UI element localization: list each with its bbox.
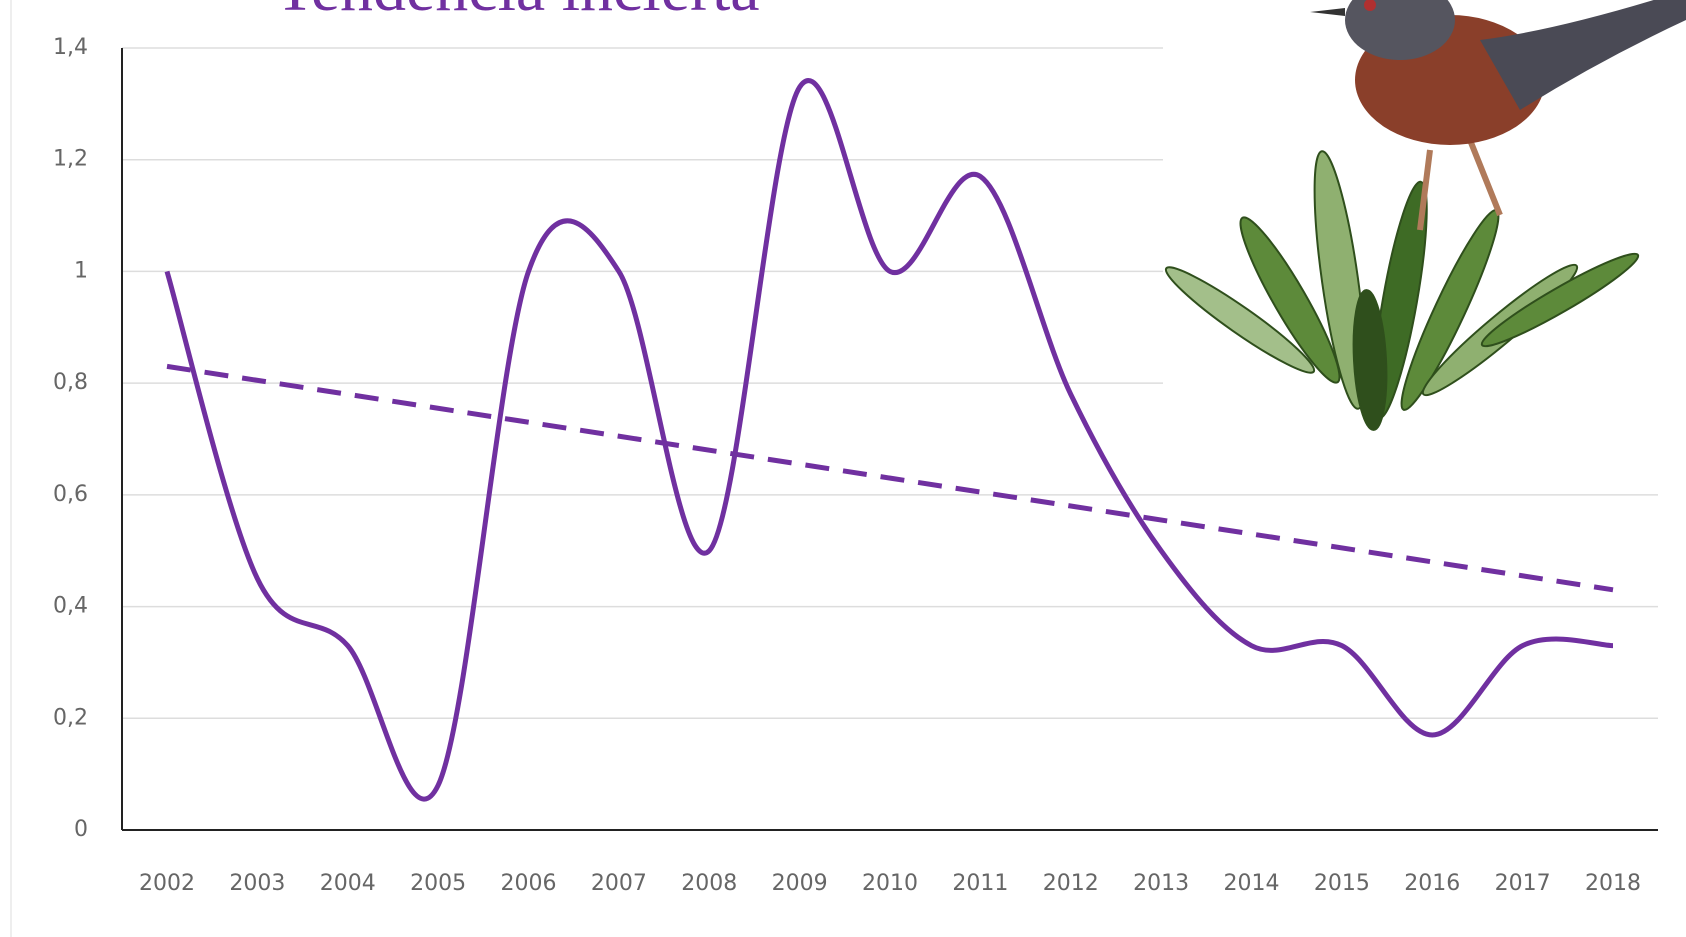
x-tick-label: 2012 bbox=[1043, 871, 1099, 896]
x-tick-label: 2007 bbox=[591, 871, 647, 896]
x-tick-label: 2010 bbox=[862, 871, 918, 896]
x-tick-label: 2013 bbox=[1133, 871, 1189, 896]
x-tick-label: 2005 bbox=[410, 871, 466, 896]
trend-line bbox=[166, 363, 1614, 593]
x-tick-label: 2016 bbox=[1404, 871, 1460, 896]
x-tick-label: 2018 bbox=[1585, 871, 1641, 896]
x-tick-label: 2003 bbox=[229, 871, 285, 896]
x-tick-label: 2017 bbox=[1495, 871, 1551, 896]
y-tick-label: 0,2 bbox=[53, 705, 88, 730]
chart-title: Tendencia incierta bbox=[275, 0, 760, 25]
y-tick-label: 0,8 bbox=[53, 370, 88, 395]
x-tick-label: 2008 bbox=[681, 871, 737, 896]
y-tick-label: 1,4 bbox=[53, 35, 88, 60]
x-tick-label: 2014 bbox=[1224, 871, 1280, 896]
x-tick-label: 2006 bbox=[501, 871, 557, 896]
x-tick-label: 2002 bbox=[139, 871, 195, 896]
y-tick-label: 1 bbox=[74, 258, 88, 283]
y-tick-label: 1,2 bbox=[53, 147, 88, 172]
x-tick-label: 2004 bbox=[320, 871, 376, 896]
bird-illustration bbox=[1164, 0, 1686, 431]
y-tick-label: 0,6 bbox=[53, 482, 88, 507]
x-tick-label: 2011 bbox=[952, 871, 1008, 896]
y-tick-label: 0,4 bbox=[53, 594, 88, 619]
data-line bbox=[164, 78, 1614, 802]
x-tick-label: 2015 bbox=[1314, 871, 1370, 896]
x-tick-label: 2009 bbox=[772, 871, 828, 896]
y-tick-label: 0 bbox=[74, 817, 88, 842]
